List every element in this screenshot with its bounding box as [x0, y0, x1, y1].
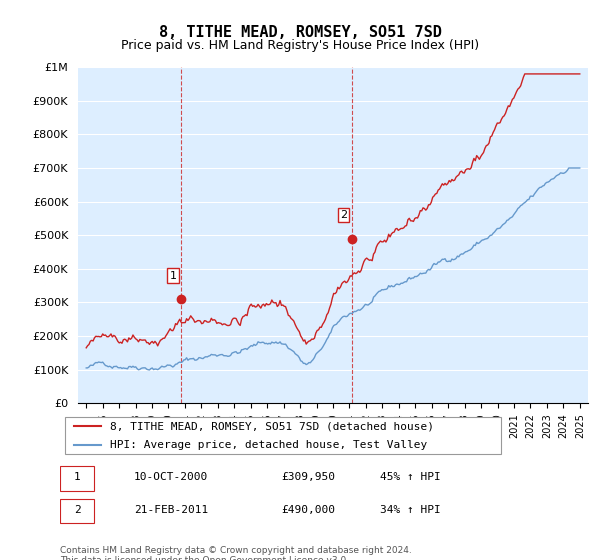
- Text: 2: 2: [340, 210, 347, 220]
- Text: 2: 2: [74, 505, 80, 515]
- Text: 8, TITHE MEAD, ROMSEY, SO51 7SD (detached house): 8, TITHE MEAD, ROMSEY, SO51 7SD (detache…: [110, 421, 433, 431]
- FancyBboxPatch shape: [65, 417, 501, 454]
- FancyBboxPatch shape: [60, 498, 94, 523]
- Text: 45% ↑ HPI: 45% ↑ HPI: [380, 473, 440, 482]
- FancyBboxPatch shape: [60, 466, 94, 491]
- Text: £490,000: £490,000: [281, 505, 335, 515]
- Text: 34% ↑ HPI: 34% ↑ HPI: [380, 505, 440, 515]
- Text: 10-OCT-2000: 10-OCT-2000: [134, 473, 208, 482]
- Text: 21-FEB-2011: 21-FEB-2011: [134, 505, 208, 515]
- Text: £309,950: £309,950: [281, 473, 335, 482]
- Text: 1: 1: [170, 270, 176, 281]
- Text: Contains HM Land Registry data © Crown copyright and database right 2024.
This d: Contains HM Land Registry data © Crown c…: [60, 546, 412, 560]
- Text: HPI: Average price, detached house, Test Valley: HPI: Average price, detached house, Test…: [110, 440, 427, 450]
- Text: 8, TITHE MEAD, ROMSEY, SO51 7SD: 8, TITHE MEAD, ROMSEY, SO51 7SD: [158, 25, 442, 40]
- Text: 1: 1: [74, 473, 80, 482]
- Text: Price paid vs. HM Land Registry's House Price Index (HPI): Price paid vs. HM Land Registry's House …: [121, 39, 479, 52]
